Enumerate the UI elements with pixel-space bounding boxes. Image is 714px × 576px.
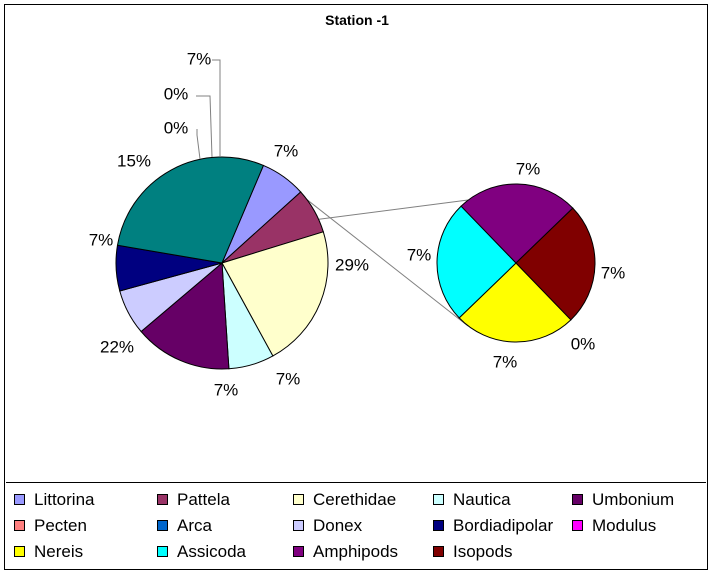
legend-swatch bbox=[433, 546, 444, 557]
data-label-assicoda: 7% bbox=[407, 245, 432, 264]
legend-swatch bbox=[14, 494, 25, 505]
slice-umbonium bbox=[140, 261, 230, 370]
secondary-pie bbox=[436, 183, 596, 343]
leader-line bbox=[196, 129, 201, 160]
legend-label: Cerethidae bbox=[313, 490, 397, 509]
data-label-isopods: 7% bbox=[601, 263, 626, 282]
legend-label: Modulus bbox=[592, 516, 657, 535]
legend-label: Donex bbox=[313, 516, 363, 535]
data-label-arca: 0% bbox=[164, 84, 189, 103]
data-label-bordiadipolar: 7% bbox=[274, 141, 299, 160]
legend-swatch bbox=[157, 494, 168, 505]
legend: Littorina Pattela Cerethidae Nautica Umboniu… bbox=[6, 482, 706, 566]
legend-label: Pecten bbox=[34, 516, 87, 535]
data-labels: 7% 7% 22% 7% 15% 0% 0% 7% 7% 29% 0% 7% 7% 7% 7% bbox=[89, 49, 626, 399]
slice-other bbox=[116, 156, 265, 264]
data-label-littorina: 7% bbox=[276, 369, 301, 388]
slice-amphipods bbox=[460, 183, 574, 264]
data-label-cerethidae: 22% bbox=[100, 337, 134, 356]
legend-label: Pattela bbox=[177, 490, 230, 509]
slice-isopods bbox=[515, 207, 596, 321]
data-label-nautica: 7% bbox=[89, 230, 114, 249]
data-label-amphipods: 7% bbox=[516, 159, 541, 178]
legend-label: Arca bbox=[177, 516, 212, 535]
legend-label: Amphipods bbox=[313, 542, 399, 561]
legend-swatch bbox=[433, 520, 444, 531]
legend-swatch bbox=[157, 520, 168, 531]
legend-label: Isopods bbox=[453, 542, 513, 561]
data-label-modulus: 0% bbox=[571, 334, 596, 353]
legend-label: Nautica bbox=[453, 490, 511, 509]
legend-swatch bbox=[293, 546, 304, 557]
legend-swatch bbox=[572, 494, 583, 505]
data-label-nereis: 7% bbox=[493, 352, 518, 371]
legend-swatch bbox=[293, 494, 304, 505]
slice-assicoda bbox=[436, 205, 517, 319]
legend-label: Bordiadipolar bbox=[453, 516, 554, 535]
legend-swatch bbox=[433, 494, 444, 505]
legend-label: Littorina bbox=[34, 490, 95, 509]
label-leader-lines bbox=[196, 59, 221, 160]
data-label-pecten: 0% bbox=[164, 118, 189, 137]
legend-label: Umbonium bbox=[592, 490, 675, 509]
data-label-other: 29% bbox=[335, 255, 369, 274]
main-pie bbox=[115, 156, 329, 370]
legend-swatch bbox=[14, 520, 25, 531]
legend-swatch bbox=[14, 546, 25, 557]
data-label-pattela: 7% bbox=[214, 380, 239, 399]
slice-nereis bbox=[458, 262, 572, 343]
slice-cerethidae bbox=[221, 231, 329, 357]
legend-swatch bbox=[572, 520, 583, 531]
data-label-donex: 7% bbox=[187, 49, 212, 68]
legend-label: Nereis bbox=[34, 542, 84, 561]
legend-swatch bbox=[157, 546, 168, 557]
legend-swatch bbox=[293, 520, 304, 531]
pie-of-pie-chart: 7% 7% 22% 7% 15% 0% 0% 7% 7% 29% 0% 7% 7% 7% 7% bbox=[89, 49, 626, 399]
leader-line bbox=[196, 95, 213, 158]
data-label-umbonium: 15% bbox=[117, 151, 151, 170]
chart-title: Station -1 bbox=[325, 12, 389, 28]
legend-label: Assicoda bbox=[177, 542, 246, 561]
leader-line bbox=[212, 59, 221, 157]
